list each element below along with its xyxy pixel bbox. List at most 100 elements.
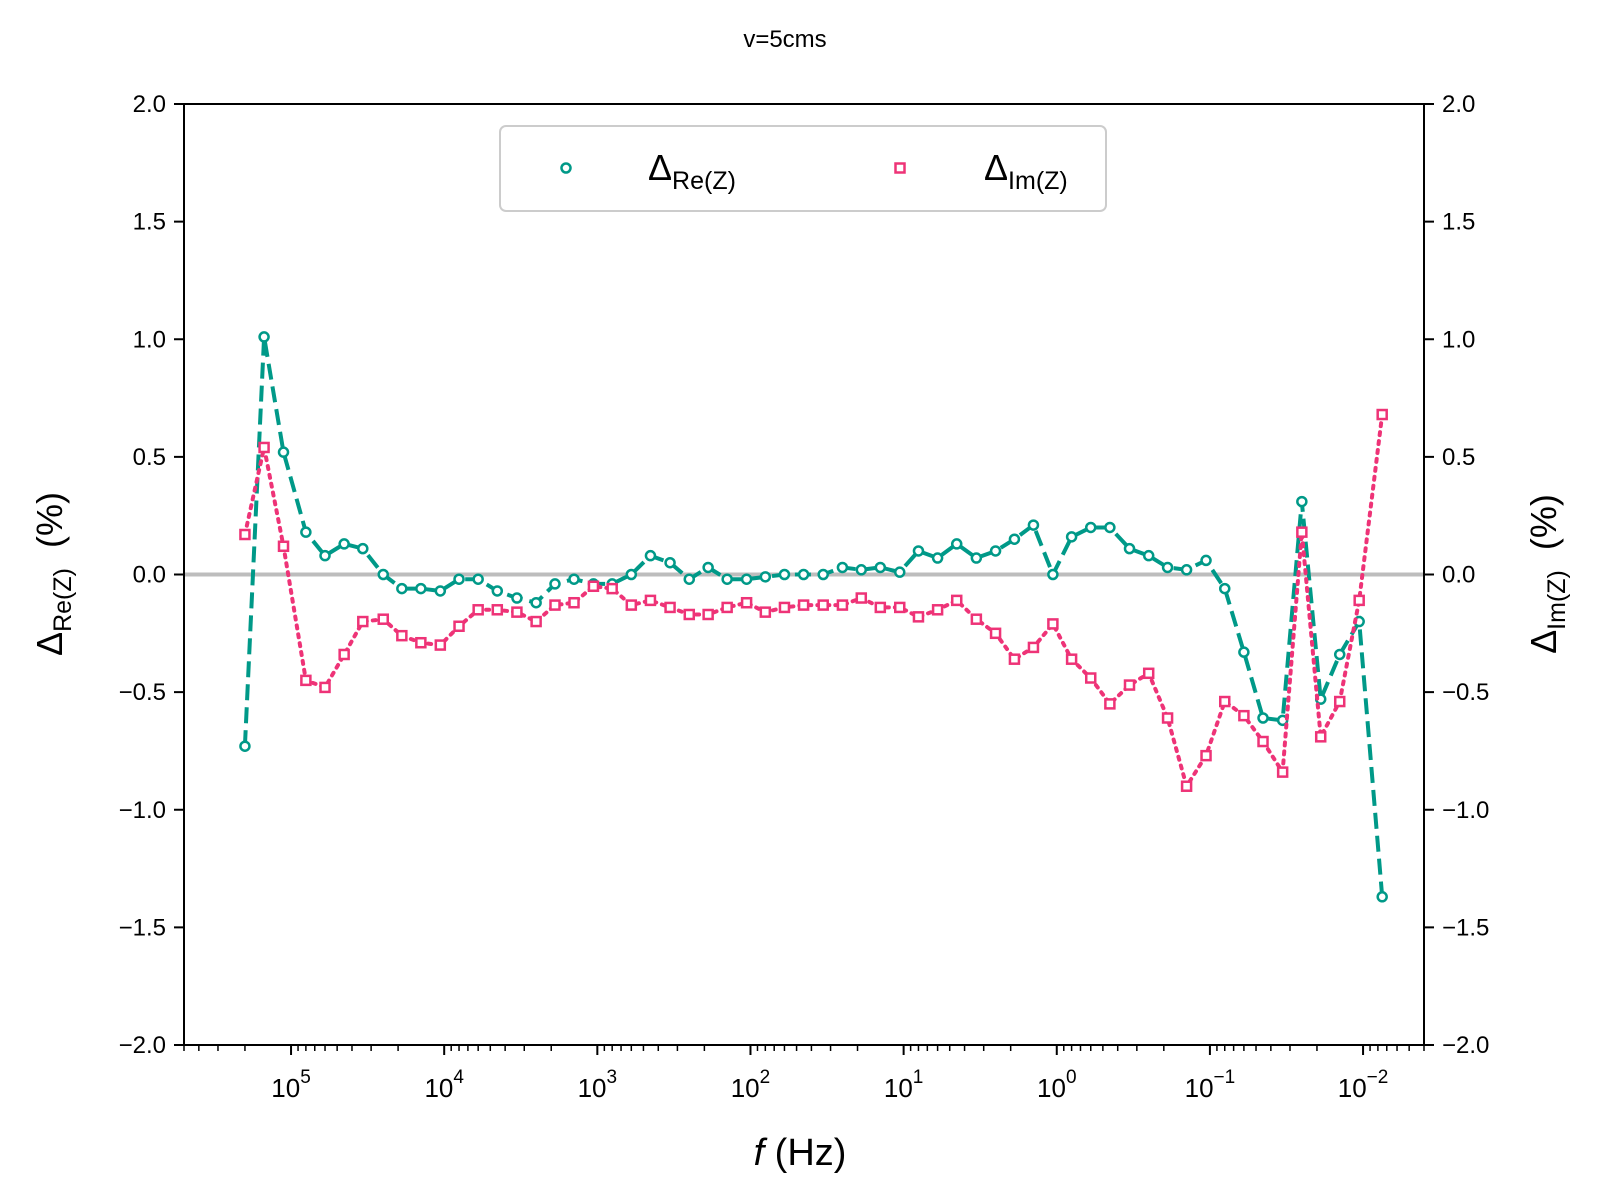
data-point: [664, 601, 676, 614]
data-point: [1219, 582, 1231, 595]
data-point: [1142, 549, 1155, 562]
y-left-tick-label: 0.0: [133, 562, 166, 589]
data-point: [893, 566, 906, 578]
y-label-left-sub: Re(Z): [49, 568, 77, 632]
y-label-left-unit: (%): [29, 492, 70, 568]
data-point: [721, 573, 733, 585]
data-point: [970, 552, 983, 564]
data-point: [453, 573, 465, 585]
data-point: [357, 542, 369, 555]
data-point: [530, 615, 542, 628]
data-point: [625, 599, 638, 611]
y-right-tick-label: 0.0: [1442, 562, 1475, 589]
legend: ΔRe(Z) ΔIm(Z): [499, 125, 1107, 212]
data-point: [1084, 521, 1097, 534]
data-point: [721, 601, 733, 614]
data-point: [357, 615, 369, 628]
y-label-left-main: Δ: [29, 632, 70, 656]
y-right-ticks: 2.0 1.5 1.0 0.5 0.0 −0.5 −1.0 −1.5 −2.0: [1424, 91, 1489, 1059]
data-point: [931, 552, 944, 564]
data-point: [817, 568, 829, 581]
x-label-rest: (Hz): [764, 1132, 846, 1174]
data-point: [1047, 618, 1059, 630]
y-left-tick-label: −0.5: [119, 679, 166, 706]
x-tick-label: 10−1: [1185, 1067, 1236, 1103]
data-point: [568, 596, 580, 609]
data-point: [970, 613, 983, 625]
data-point: [277, 446, 290, 458]
data-point: [606, 582, 618, 595]
series-line: [242, 412, 1385, 792]
y-right-tick-label: −1.0: [1442, 797, 1489, 824]
legend-box: [499, 125, 1107, 212]
data-point: [759, 571, 772, 583]
series-line: [242, 336, 1385, 897]
data-point: [1353, 594, 1365, 607]
data-point: [258, 441, 270, 454]
data-point: [836, 561, 849, 574]
legend-marker-2: [894, 162, 906, 174]
data-point: [1065, 653, 1078, 665]
data-point: [1257, 735, 1269, 748]
y-axis-label-left: ΔRe(Z) (%): [29, 492, 77, 656]
data-point: [549, 578, 561, 590]
data-point: [587, 580, 600, 593]
legend-entries: ΔRe(Z) ΔIm(Z): [560, 147, 1068, 195]
x-label-italic: f: [754, 1132, 768, 1174]
y-left-tick-label: 0.5: [133, 444, 166, 471]
data-point: [702, 608, 714, 621]
data-point: [1219, 695, 1231, 708]
data-point: [1376, 891, 1388, 903]
data-point: [683, 573, 696, 585]
data-point: [1008, 533, 1021, 545]
data-point: [277, 540, 290, 553]
data-point: [759, 606, 772, 618]
data-point: [817, 599, 829, 611]
data-point: [855, 592, 868, 604]
data-point: [239, 528, 251, 541]
data-point: [319, 681, 331, 694]
data-point: [836, 599, 849, 611]
data-point: [1161, 561, 1174, 574]
data-point: [453, 620, 465, 633]
data-point: [377, 568, 389, 581]
data-point: [950, 594, 963, 607]
y-right-tick-label: 1.5: [1442, 209, 1475, 236]
data-point: [396, 629, 408, 642]
data-point: [989, 627, 1002, 640]
data-point: [1276, 766, 1289, 778]
y-right-tick-label: 2.0: [1442, 91, 1475, 118]
y-left-tick-label: −2.0: [119, 1032, 166, 1059]
data-point: [912, 611, 925, 623]
data-point: [549, 599, 561, 611]
data-point: [472, 573, 484, 585]
series-rez: [239, 331, 1388, 903]
data-point: [797, 599, 810, 611]
data-point: [664, 556, 676, 569]
data-point: [989, 545, 1002, 557]
chart-title: v=5cms: [743, 26, 826, 53]
data-point: [644, 594, 657, 607]
data-point: [434, 585, 447, 597]
legend-label-1: ΔRe(Z): [648, 147, 736, 195]
data-point: [472, 604, 484, 616]
data-point: [740, 573, 753, 585]
data-point: [740, 596, 753, 609]
data-point: [491, 585, 504, 597]
data-point: [1027, 519, 1040, 531]
data-point: [377, 613, 389, 625]
data-point: [338, 648, 350, 661]
data-point: [1104, 698, 1116, 710]
y-left-tick-label: −1.0: [119, 797, 166, 824]
data-point: [1084, 672, 1097, 684]
data-point: [415, 582, 427, 595]
y-right-tick-label: −2.0: [1442, 1032, 1489, 1059]
data-point: [1180, 780, 1193, 792]
data-point: [338, 538, 350, 550]
y-axis-label-right: ΔIm(Z) (%): [1523, 494, 1571, 654]
x-tick-label: 105: [271, 1067, 311, 1103]
y-right-tick-label: −1.5: [1442, 914, 1489, 941]
legend-marker-1: [560, 162, 572, 174]
y-label-right-main: Δ: [1523, 630, 1564, 654]
